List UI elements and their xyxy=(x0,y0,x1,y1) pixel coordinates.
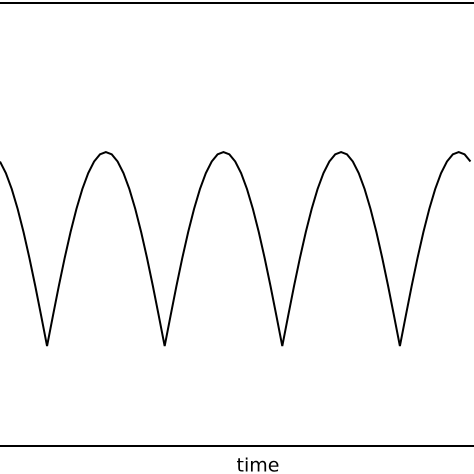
x-axis-label: time xyxy=(237,455,280,474)
plot-frame xyxy=(0,2,474,447)
data-line xyxy=(0,150,472,347)
